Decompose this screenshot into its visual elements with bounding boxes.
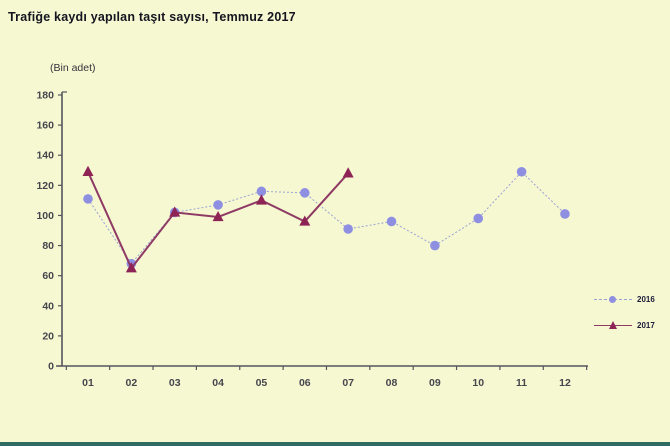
x-tick-label: 01	[82, 377, 94, 389]
y-tick-label: 80	[42, 240, 54, 252]
footer-bar	[0, 442, 670, 446]
legend-label: 2017	[637, 320, 655, 330]
x-tick-label: 07	[342, 377, 354, 389]
data-point-2016	[213, 200, 223, 210]
chart-title: Trafiğe kaydı yapılan taşıt sayısı, Temm…	[8, 10, 296, 24]
y-tick-label: 180	[36, 90, 54, 102]
x-tick-label: 04	[212, 377, 224, 389]
data-point-2016	[430, 240, 440, 251]
data-point-2017	[299, 215, 311, 226]
y-tick-label: 100	[36, 210, 54, 222]
data-point-2017	[82, 165, 94, 176]
data-point-2016	[300, 188, 310, 198]
y-tick-label: 20	[42, 330, 54, 342]
data-point-2016	[83, 194, 93, 204]
y-tick-label: 140	[36, 150, 54, 162]
x-tick-label: 11	[516, 377, 527, 389]
x-tick-label: 06	[299, 377, 311, 389]
x-tick-label: 10	[472, 377, 484, 389]
circle-marker-icon	[609, 295, 616, 303]
data-point-2016	[386, 216, 397, 227]
legend-swatch	[594, 293, 632, 305]
y-tick-label: 60	[42, 270, 54, 282]
triangle-marker-icon	[609, 320, 617, 329]
y-tick-label: 120	[36, 180, 54, 192]
x-tick-label: 02	[126, 377, 138, 389]
legend-item-2016: 2016	[594, 291, 666, 307]
x-tick-label: 09	[429, 377, 441, 389]
legend-swatch	[594, 319, 632, 331]
data-point-2016	[256, 186, 267, 197]
series-line-2016	[87, 171, 566, 265]
data-point-2017	[169, 206, 181, 217]
y-tick-label: 40	[42, 300, 54, 312]
data-point-2016	[343, 224, 353, 234]
unit-label: (Bin adet)	[50, 62, 96, 74]
data-point-2016	[473, 213, 484, 224]
legend-label: 2016	[637, 294, 655, 304]
data-point-2016	[516, 166, 527, 177]
legend-item-2017: 2017	[594, 317, 666, 333]
legend: 2016 2017	[594, 291, 666, 343]
data-point-2017	[342, 167, 354, 178]
y-tick-label: 0	[48, 361, 54, 373]
data-point-2017	[125, 262, 137, 273]
y-tick-label: 160	[36, 120, 54, 132]
x-tick-label: 08	[386, 377, 398, 389]
data-point-2017	[212, 210, 224, 222]
x-tick-label: 05	[256, 377, 268, 389]
data-point-2016	[560, 209, 570, 219]
x-tick-label: 03	[169, 377, 181, 389]
x-tick-label: 12	[559, 377, 571, 389]
data-point-2017	[255, 194, 267, 205]
